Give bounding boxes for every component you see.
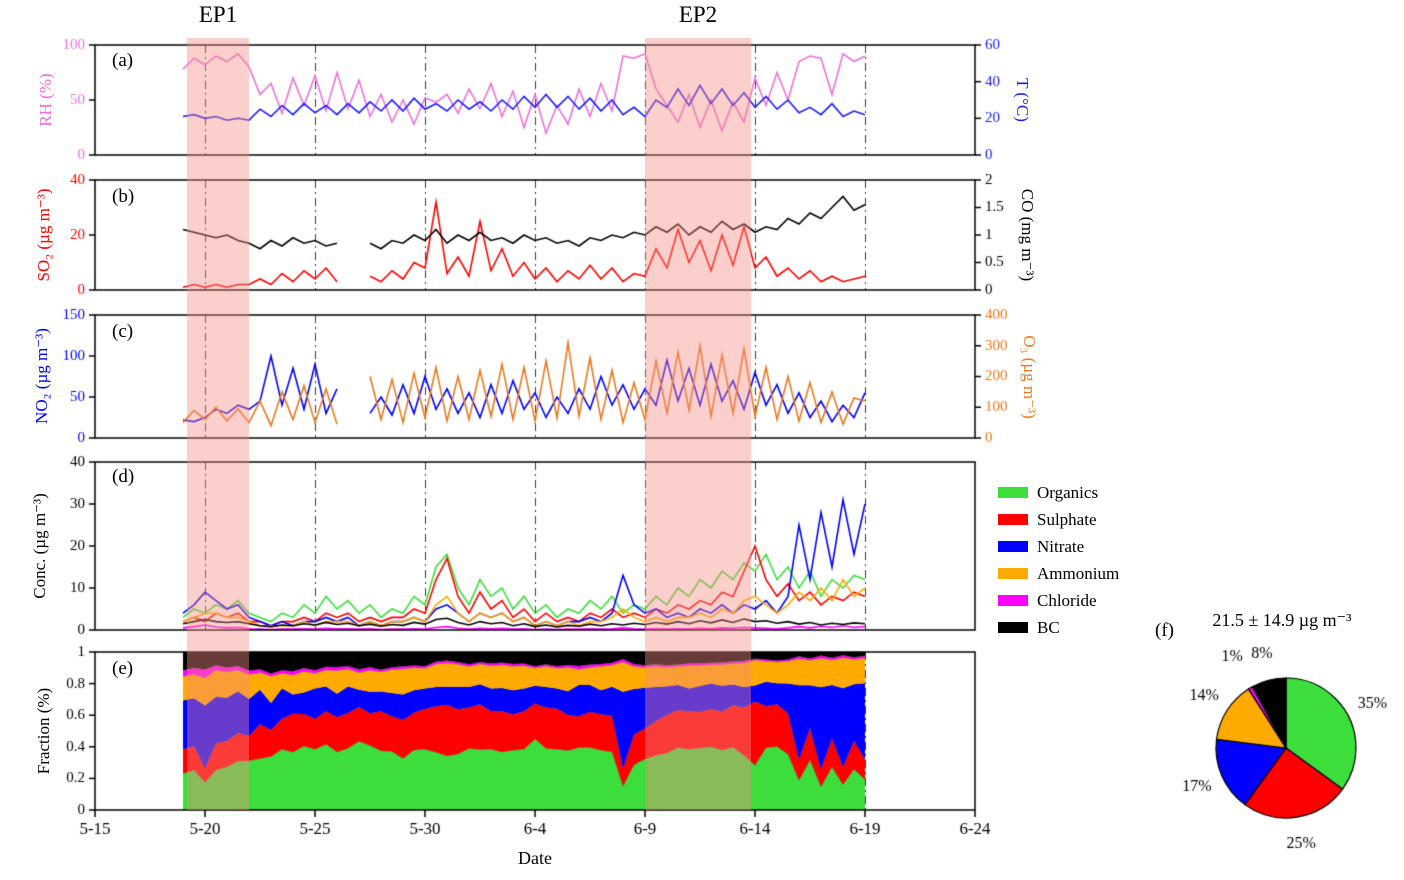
legend-label-ammonium: Ammonium bbox=[1037, 563, 1120, 583]
legend-swatch-sulphate bbox=[998, 514, 1028, 525]
panel-letter-b: (b) bbox=[112, 186, 135, 207]
t-axis-title: T (°C) bbox=[1013, 78, 1032, 122]
legend-item-sulphate: Sulphate bbox=[998, 506, 1119, 533]
panel-letter-e: (e) bbox=[112, 658, 134, 679]
no2-axis-title: NO₂ (µg m⁻³) bbox=[32, 328, 51, 424]
legend-item-organics: Organics bbox=[998, 479, 1119, 506]
legend-item-chloride: Chloride bbox=[998, 587, 1119, 614]
legend-swatch-nitrate bbox=[998, 541, 1028, 552]
panel-letter-d: (d) bbox=[112, 466, 135, 487]
panel-letter-a: (a) bbox=[112, 50, 134, 71]
pie-title: 21.5 ± 14.9 µg m⁻³ bbox=[1212, 610, 1352, 630]
legend: Organics Sulphate Nitrate Ammonium Chlor… bbox=[998, 479, 1119, 641]
co-axis-title: CO (mg m⁻³) bbox=[1018, 188, 1037, 282]
legend-label-chloride: Chloride bbox=[1037, 590, 1097, 610]
o3-axis-title: O₃ (µg m⁻³) bbox=[1020, 335, 1039, 419]
fraction-axis-title: Fraction (%) bbox=[34, 687, 53, 775]
ep2-label: EP2 bbox=[678, 2, 718, 27]
panel-letter-f: (f) bbox=[1155, 620, 1174, 641]
legend-swatch-ammonium bbox=[998, 568, 1028, 579]
legend-label-bc: BC bbox=[1037, 617, 1060, 637]
legend-label-sulphate: Sulphate bbox=[1037, 509, 1097, 529]
legend-item-ammonium: Ammonium bbox=[998, 560, 1119, 587]
legend-swatch-chloride bbox=[998, 595, 1028, 606]
rh-axis-title: RH (%) bbox=[36, 73, 55, 127]
legend-swatch-organics bbox=[998, 487, 1028, 498]
conc-axis-title: Conc. (µg m⁻³) bbox=[30, 493, 49, 599]
so2-axis-title: SO₂ (µg m⁻³) bbox=[34, 188, 53, 282]
legend-item-bc: BC bbox=[998, 614, 1119, 641]
legend-label-nitrate: Nitrate bbox=[1037, 536, 1085, 556]
legend-swatch-bc bbox=[998, 622, 1028, 633]
panel-letter-c: (c) bbox=[112, 321, 134, 342]
legend-item-nitrate: Nitrate bbox=[998, 533, 1119, 560]
date-axis-title: Date bbox=[518, 848, 552, 868]
ep1-label: EP1 bbox=[198, 2, 238, 27]
legend-label-organics: Organics bbox=[1037, 482, 1099, 502]
